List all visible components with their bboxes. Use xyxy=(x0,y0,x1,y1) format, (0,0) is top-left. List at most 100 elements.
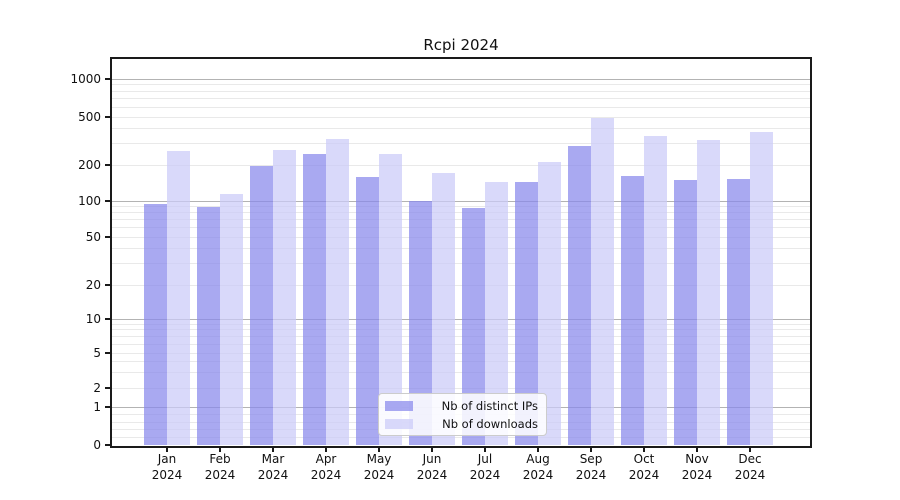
x-axis-tick-label: Oct 2024 xyxy=(628,452,660,482)
gridline-minor xyxy=(112,164,810,166)
bar-distinct-ips-nov xyxy=(674,179,697,445)
gridline-major xyxy=(112,78,810,80)
gridline-minor xyxy=(112,372,810,373)
x-axis-tick-label: Sep 2024 xyxy=(575,452,607,482)
gridline-minor xyxy=(112,98,810,100)
y-axis-tick-label: 5 xyxy=(93,346,101,360)
bar-distinct-ips-jun xyxy=(409,201,432,445)
bar-distinct-ips-apr xyxy=(303,154,326,445)
chart-title: Rcpi 2024 xyxy=(423,36,499,54)
y-axis-tick xyxy=(105,236,111,238)
gridline-minor xyxy=(112,323,810,325)
gridline-minor xyxy=(112,387,810,389)
x-axis-tick xyxy=(219,447,221,452)
legend-label-downloads: Nb of downloads xyxy=(442,416,538,431)
y-axis-tick-label: 0 xyxy=(93,438,101,452)
legend-swatch-distinct-ips xyxy=(385,400,413,411)
bar-downloads-sep xyxy=(591,117,614,445)
x-axis-tick-label: Jul 2024 xyxy=(469,452,501,482)
x-axis-tick xyxy=(749,447,751,452)
bar-downloads-jan xyxy=(167,151,190,445)
y-axis-tick-label: 2 xyxy=(93,381,101,395)
gridline-minor xyxy=(112,116,810,118)
y-axis-tick xyxy=(105,387,111,389)
x-axis-tick-label: Jan 2024 xyxy=(151,452,183,482)
x-axis-tick xyxy=(431,447,433,452)
gridline-minor xyxy=(112,219,810,221)
y-axis-tick xyxy=(105,116,111,118)
legend-swatch-downloads xyxy=(385,418,413,429)
x-axis-tick-label: Nov 2024 xyxy=(681,452,713,482)
bar-distinct-ips-jan xyxy=(144,203,167,445)
y-axis-tick-label: 1000 xyxy=(70,72,101,86)
y-axis-tick xyxy=(105,164,111,166)
x-axis-tick xyxy=(166,447,168,452)
gridline-minor xyxy=(112,90,810,92)
legend-label-distinct-ips: Nb of distinct IPs xyxy=(441,398,538,413)
gridline-major xyxy=(112,200,810,202)
bar-downloads-feb xyxy=(220,193,243,445)
gridline-minor xyxy=(112,335,810,337)
y-axis-tick xyxy=(105,284,111,286)
bar-downloads-dec xyxy=(750,132,773,445)
x-axis-tick-label: Feb 2024 xyxy=(204,452,236,482)
gridline-minor xyxy=(112,84,810,86)
gridline-minor xyxy=(112,329,810,331)
gridline-minor xyxy=(112,361,810,363)
gridline-minor xyxy=(112,343,810,345)
bar-distinct-ips-sep xyxy=(568,145,591,445)
x-axis-tick-label: Dec 2024 xyxy=(734,452,766,482)
bar-distinct-ips-feb xyxy=(197,207,220,445)
x-axis-tick-label: Jun 2024 xyxy=(416,452,448,482)
bar-distinct-ips-dec xyxy=(727,179,750,445)
y-axis-tick xyxy=(105,444,111,446)
y-axis-tick-label: 10 xyxy=(85,312,101,326)
y-axis-tick-label: 20 xyxy=(85,278,101,292)
y-axis-tick xyxy=(105,200,111,202)
y-axis-tick-label: 200 xyxy=(78,158,101,172)
x-axis-tick xyxy=(272,447,274,452)
bar-downloads-may xyxy=(379,154,402,445)
y-axis-tick-label: 500 xyxy=(78,110,101,124)
bar-downloads-jul xyxy=(485,181,508,445)
legend-row-distinct-ips: Nb of distinct IPs xyxy=(385,399,538,413)
bar-distinct-ips-oct xyxy=(621,175,644,445)
x-axis-tick-label: Apr 2024 xyxy=(310,452,342,482)
y-axis-tick-label: 1 xyxy=(93,400,101,414)
gridline-minor xyxy=(112,143,810,145)
y-axis-tick xyxy=(105,318,111,320)
x-axis-tick xyxy=(378,447,380,452)
gridline-minor xyxy=(112,236,810,238)
y-axis-tick xyxy=(105,78,111,80)
bar-downloads-jun xyxy=(432,173,455,445)
bar-downloads-apr xyxy=(326,138,349,445)
y-axis-tick xyxy=(105,352,111,354)
x-axis-tick-label: Aug 2024 xyxy=(522,452,554,482)
legend-row-downloads: Nb of downloads xyxy=(385,417,538,431)
x-axis-tick xyxy=(696,447,698,452)
gridline-minor xyxy=(112,227,810,229)
bar-distinct-ips-jul xyxy=(462,207,485,445)
bar-distinct-ips-mar xyxy=(250,166,273,445)
gridline-major xyxy=(112,318,810,320)
gridline-minor xyxy=(112,205,810,207)
x-axis-tick xyxy=(590,447,592,452)
chart-legend: Nb of distinct IPs Nb of downloads xyxy=(378,393,547,436)
y-axis-tick-label: 100 xyxy=(78,194,101,208)
bar-downloads-oct xyxy=(644,135,667,445)
x-axis-tick-label: Mar 2024 xyxy=(257,452,289,482)
x-axis-tick xyxy=(484,447,486,452)
bar-distinct-ips-may xyxy=(356,176,379,445)
gridline-minor xyxy=(112,106,810,108)
gridline-minor xyxy=(112,284,810,286)
x-axis-tick-label: May 2024 xyxy=(363,452,395,482)
bar-downloads-aug xyxy=(538,162,561,445)
gridline-minor xyxy=(112,248,810,250)
gridline-minor xyxy=(112,263,810,265)
bar-downloads-mar xyxy=(273,150,296,445)
gridline-minor xyxy=(112,128,810,130)
gridline-minor xyxy=(112,212,810,214)
x-axis-tick xyxy=(325,447,327,452)
bar-distinct-ips-aug xyxy=(515,182,538,445)
